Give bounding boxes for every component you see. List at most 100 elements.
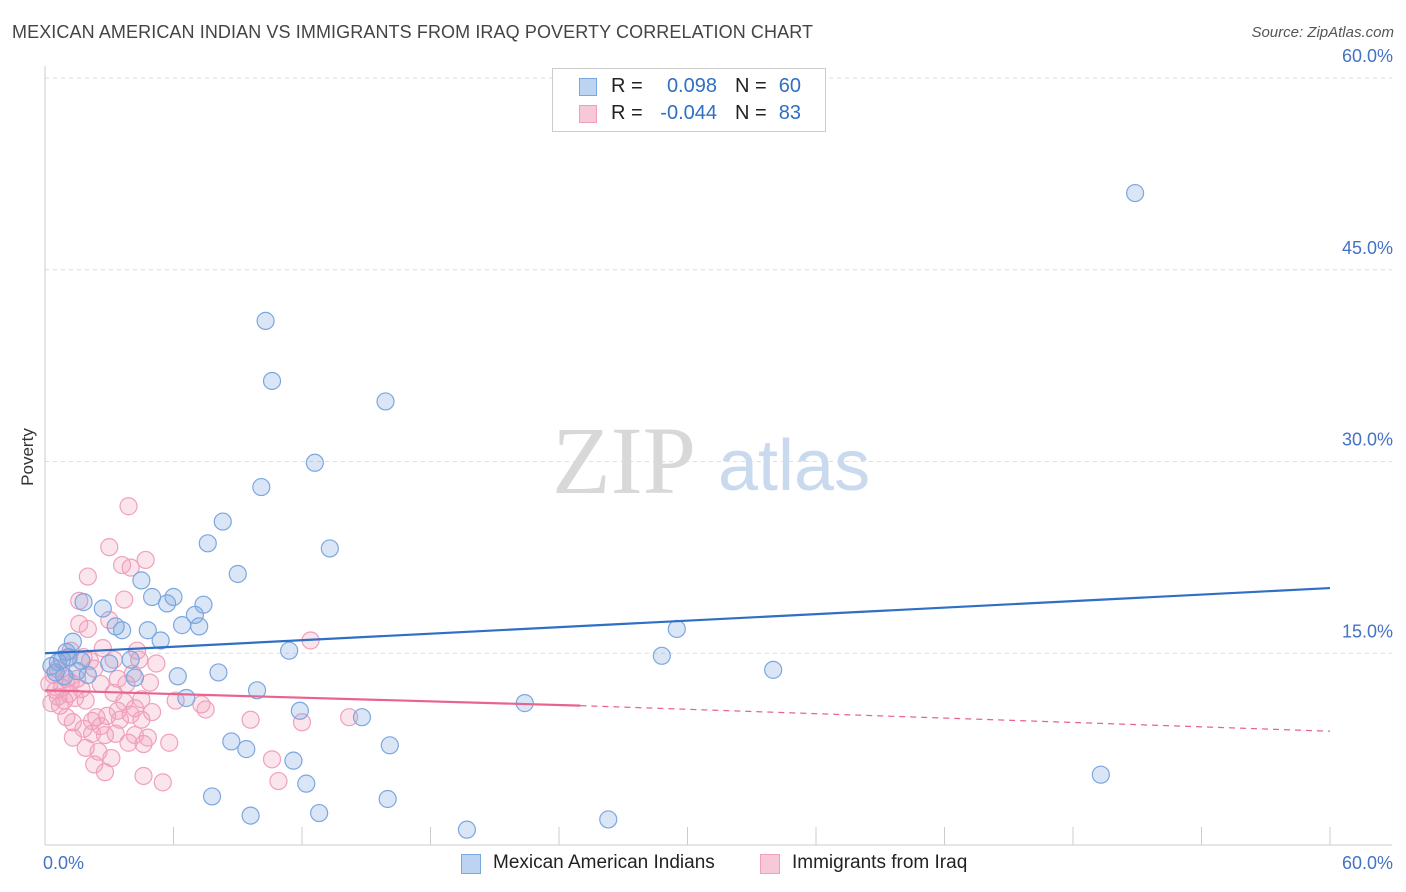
legend-row-immigrants-from-iraq: R = -0.044 N = 83	[553, 102, 825, 128]
point-immigrants-from-iraq	[138, 728, 157, 747]
point-mexican-american-indians	[142, 587, 162, 607]
point-mexican-american-indians	[252, 477, 271, 497]
point-mexican-american-indians	[202, 787, 222, 806]
point-immigrants-from-iraq	[110, 710, 130, 729]
point-mexican-american-indians	[74, 593, 93, 612]
point-immigrants-from-iraq	[125, 699, 145, 718]
point-mexican-american-indians	[177, 688, 196, 708]
point-mexican-american-indians	[247, 681, 267, 700]
x-tick-label: 60.0%	[1342, 853, 1393, 873]
point-mexican-american-indians	[228, 564, 247, 584]
point-mexican-american-indians	[121, 650, 140, 669]
point-mexican-american-indians	[68, 662, 87, 681]
point-mexican-american-indians	[352, 708, 372, 727]
point-mexican-american-indians	[652, 646, 671, 665]
point-immigrants-from-iraq	[91, 717, 110, 736]
point-immigrants-from-iraq	[119, 497, 138, 516]
point-mexican-american-indians	[320, 539, 339, 558]
n-value: 60	[778, 75, 801, 97]
point-immigrants-from-iraq	[292, 713, 312, 732]
trend-line-immigrants-from-iraq	[44, 689, 581, 707]
trend-lines	[44, 586, 1331, 732]
point-mexican-american-indians	[297, 774, 316, 793]
point-immigrants-from-iraq	[106, 724, 125, 743]
legend-label: Mexican American Indians	[493, 852, 715, 873]
point-mexican-american-indians	[194, 595, 213, 614]
legend-row-mexican-american-indians: R = 0.098 N = 60	[553, 75, 825, 101]
point-immigrants-from-iraq	[136, 550, 155, 570]
point-immigrants-from-iraq	[63, 713, 82, 732]
point-immigrants-from-iraq	[65, 688, 85, 708]
point-mexican-american-indians	[125, 668, 145, 687]
y-tick-label: 15.0%	[1342, 621, 1393, 641]
point-mexican-american-indians	[305, 453, 324, 472]
point-mexican-american-indians	[380, 736, 399, 755]
point-immigrants-from-iraq	[78, 619, 97, 639]
point-immigrants-from-iraq	[241, 710, 260, 729]
point-mexican-american-indians	[290, 701, 309, 720]
point-immigrants-from-iraq	[76, 691, 95, 710]
point-mexican-american-indians	[132, 571, 151, 590]
point-immigrants-from-iraq	[100, 538, 119, 557]
legend-label: Immigrants from Iraq	[792, 852, 968, 873]
correlation-legend: R = 0.098 N = 60 R = -0.044 N = 83	[552, 68, 826, 132]
x-tick-label: 0.0%	[43, 853, 84, 873]
point-immigrants-from-iraq	[93, 639, 112, 658]
n-value: 83	[778, 102, 801, 124]
blue-swatch-icon	[579, 78, 597, 96]
pink-swatch-icon	[579, 105, 597, 123]
point-immigrants-from-iraq	[78, 567, 97, 586]
point-mexican-american-indians	[190, 617, 209, 636]
point-mexican-american-indians	[457, 820, 477, 839]
point-immigrants-from-iraq	[121, 558, 140, 577]
point-mexican-american-indians	[112, 621, 132, 640]
trend-line-mexican-american-indians	[44, 586, 1331, 655]
blue-swatch-icon	[461, 854, 481, 874]
trend-line-extension-immigrants-from-iraq	[580, 705, 1331, 732]
pink-swatch-icon	[760, 854, 780, 874]
point-mexican-american-indians	[262, 371, 282, 391]
y-axis-label: Poverty	[18, 428, 37, 486]
point-immigrants-from-iraq	[160, 733, 179, 752]
point-mexican-american-indians	[151, 631, 170, 650]
tick-labels: 15.0% 30.0% 45.0% 60.0% 0.0% 60.0%	[43, 46, 1393, 873]
point-immigrants-from-iraq	[102, 748, 121, 768]
n-label: N =	[735, 75, 767, 97]
point-immigrants-from-iraq	[340, 708, 359, 727]
point-immigrants-from-iraq	[196, 700, 215, 719]
point-mexican-american-indians	[63, 632, 82, 651]
watermark-atlas: atlas	[718, 426, 870, 506]
chart-title: MEXICAN AMERICAN INDIAN VS IMMIGRANTS FR…	[12, 22, 814, 42]
y-tick-label: 45.0%	[1342, 238, 1393, 258]
point-mexican-american-indians	[237, 740, 256, 759]
point-immigrants-from-iraq	[142, 702, 162, 722]
point-mexican-american-indians	[168, 667, 187, 686]
r-label: R =	[611, 102, 643, 124]
r-label: R =	[611, 75, 643, 97]
data-points	[40, 183, 1145, 839]
n-label: N =	[735, 102, 767, 124]
watermark-zip: ZIP	[552, 407, 696, 514]
point-mexican-american-indians	[93, 599, 112, 618]
point-mexican-american-indians	[378, 789, 397, 809]
point-mexican-american-indians	[198, 534, 217, 553]
point-immigrants-from-iraq	[269, 771, 288, 791]
point-mexican-american-indians	[280, 641, 299, 660]
point-mexican-american-indians	[667, 619, 686, 639]
point-mexican-american-indians	[599, 810, 618, 829]
axes	[44, 66, 1392, 846]
point-mexican-american-indians	[310, 803, 329, 823]
point-immigrants-from-iraq	[134, 766, 153, 786]
r-value: 0.098	[666, 75, 717, 97]
series-legend: Mexican American Indians Immigrants from…	[0, 852, 1406, 878]
grid-lines	[45, 77, 1392, 654]
point-mexican-american-indians	[100, 654, 119, 673]
point-mexican-american-indians	[764, 660, 783, 679]
point-mexican-american-indians	[376, 392, 395, 411]
point-mexican-american-indians	[164, 587, 183, 607]
point-mexican-american-indians	[241, 806, 260, 825]
point-mexican-american-indians	[138, 621, 157, 640]
point-mexican-american-indians	[256, 311, 275, 330]
point-immigrants-from-iraq	[70, 614, 89, 633]
